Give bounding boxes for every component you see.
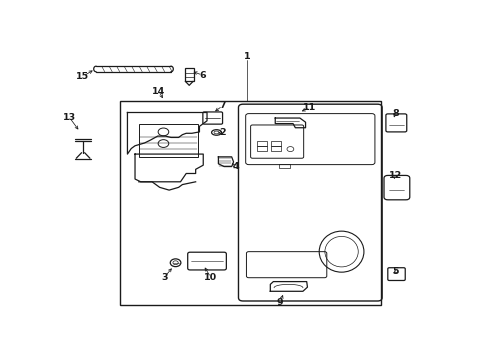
- Bar: [139, 123, 197, 157]
- Text: 11: 11: [303, 103, 316, 112]
- Bar: [256, 141, 267, 146]
- Text: 12: 12: [388, 171, 401, 180]
- Text: 13: 13: [63, 113, 76, 122]
- Text: 14: 14: [152, 87, 165, 96]
- Text: 10: 10: [204, 273, 217, 282]
- Text: 2: 2: [219, 128, 225, 137]
- Bar: [279, 163, 290, 168]
- Bar: [256, 146, 267, 151]
- Bar: [270, 141, 281, 146]
- Text: 6: 6: [199, 71, 205, 80]
- Bar: [120, 102, 381, 305]
- Text: 7: 7: [219, 102, 225, 111]
- Text: 8: 8: [391, 109, 398, 118]
- Text: 1: 1: [243, 52, 250, 61]
- Text: 15: 15: [76, 72, 89, 81]
- Text: 9: 9: [276, 298, 283, 307]
- Text: 3: 3: [161, 273, 167, 282]
- Bar: [184, 68, 193, 81]
- Bar: [270, 146, 281, 151]
- Text: 4: 4: [232, 162, 238, 171]
- Text: 5: 5: [391, 267, 398, 276]
